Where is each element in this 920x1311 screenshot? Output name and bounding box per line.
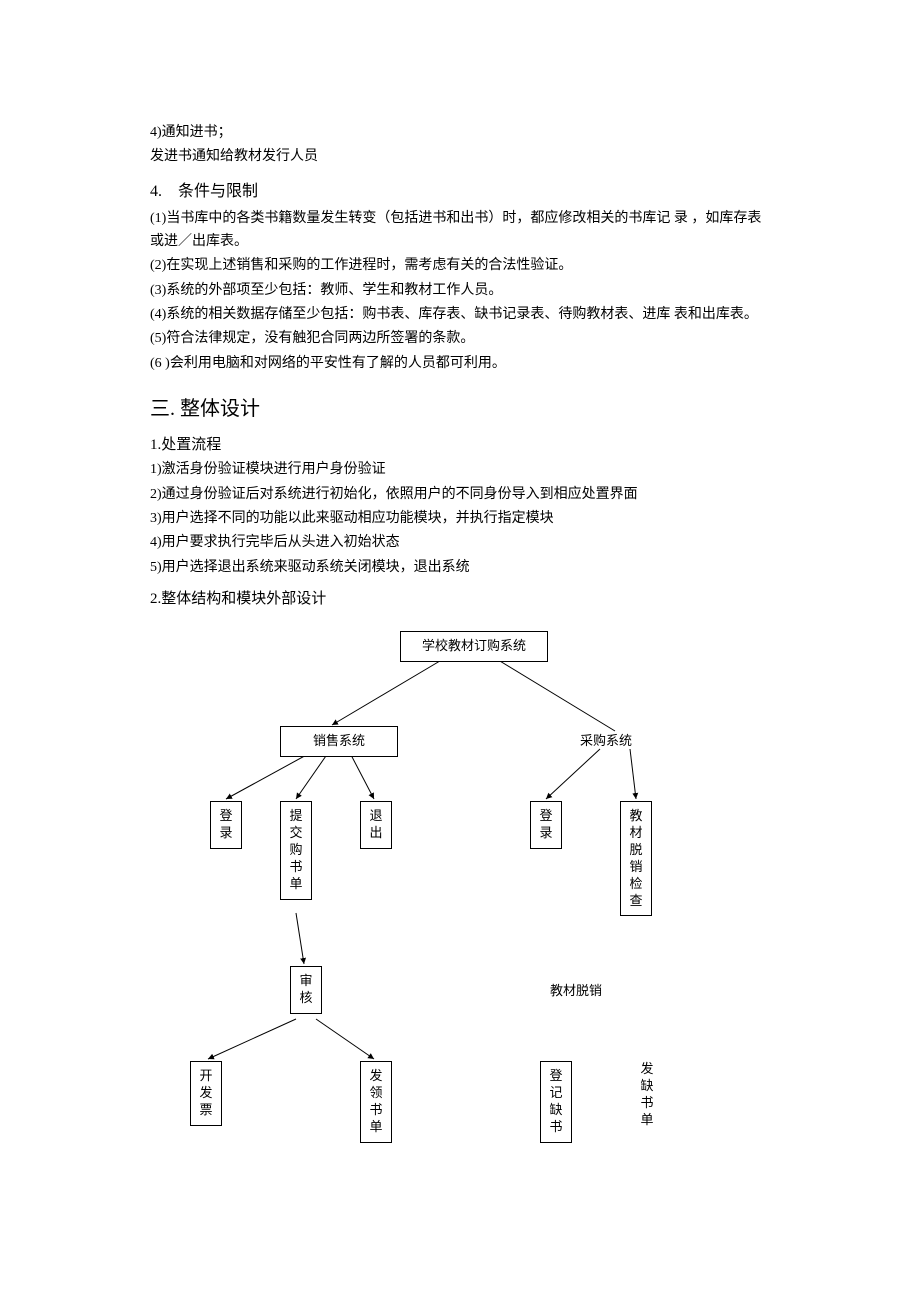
s4-item-1: (1)当书库中的各类书籍数量发生转变（包括进书和出书）时，都应修改相关的书库记 … <box>150 208 770 253</box>
node-audit-label: 审 核 <box>299 973 312 1007</box>
node-exit-label: 退 出 <box>369 808 382 842</box>
sub1-title: 1.处置流程 <box>150 433 770 457</box>
module-diagram: 学校教材订购系统 销售系统 采购系统 登 录 提 交 购 书 单 退 出 登 录… <box>150 631 770 1251</box>
node-login2: 登 录 <box>530 801 562 849</box>
s4-item-6: (6 )会利用电脑和对网络的平安性有了解的人员都可利用。 <box>150 353 770 375</box>
node-sales: 销售系统 <box>280 726 398 757</box>
node-sendshort: 发 缺 书 单 <box>640 1061 654 1129</box>
s4-item-3: (3)系统的外部项至少包括：教师、学生和教材工作人员。 <box>150 280 770 302</box>
node-regshort: 登 记 缺 书 <box>540 1061 572 1143</box>
node-regshort-label: 登 记 缺 书 <box>549 1068 562 1136</box>
node-audit: 审 核 <box>290 966 322 1014</box>
node-check-label: 教 材 脱 销 检 查 <box>629 808 642 909</box>
node-submit-label: 提 交 购 书 单 <box>289 808 302 892</box>
node-issue-label: 发 领 书 单 <box>369 1068 382 1136</box>
s4-item-2: (2)在实现上述销售和采购的工作进程时，需考虑有关的合法性验证。 <box>150 255 770 277</box>
node-root: 学校教材订购系统 <box>400 631 548 662</box>
sub1-item-5: 5)用户选择退出系统来驱动系统关闭模块，退出系统 <box>150 557 770 579</box>
section-4-title: 4. 条件与限制 <box>150 179 770 205</box>
node-invoice-label: 开 发 票 <box>199 1068 212 1119</box>
node-login1: 登 录 <box>210 801 242 849</box>
sub2-title: 2.整体结构和模块外部设计 <box>150 587 770 611</box>
top-line-2: 发进书通知给教材发行人员 <box>150 146 770 168</box>
node-invoice: 开 发 票 <box>190 1061 222 1126</box>
sub1-item-4: 4)用户要求执行完毕后从头进入初始状态 <box>150 532 770 554</box>
diagram-arrows <box>150 631 770 1251</box>
sub1-item-3: 3)用户选择不同的功能以此来驱动相应功能模块，并执行指定模块 <box>150 508 770 530</box>
node-check: 教 材 脱 销 检 查 <box>620 801 652 916</box>
top-line-1: 4)通知进书； <box>150 122 770 144</box>
section-3-title: 三. 整体设计 <box>150 393 770 425</box>
sub1-item-2: 2)通过身份验证后对系统进行初始化，依照用户的不同身份导入到相应处置界面 <box>150 484 770 506</box>
sub1-item-1: 1)激活身份验证模块进行用户身份验证 <box>150 459 770 481</box>
node-tuoxiao: 教材脱销 <box>550 981 602 1002</box>
node-login1-label: 登 录 <box>219 808 232 842</box>
node-submit: 提 交 购 书 单 <box>280 801 312 899</box>
s4-item-5: (5)符合法律规定，没有触犯合同两边所签署的条款。 <box>150 328 770 350</box>
s4-item-4: (4)系统的相关数据存储至少包括：购书表、库存表、缺书记录表、待购教材表、进库 … <box>150 304 770 326</box>
node-exit: 退 出 <box>360 801 392 849</box>
node-issue: 发 领 书 单 <box>360 1061 392 1143</box>
node-purchase: 采购系统 <box>580 731 632 752</box>
node-login2-label: 登 录 <box>539 808 552 842</box>
